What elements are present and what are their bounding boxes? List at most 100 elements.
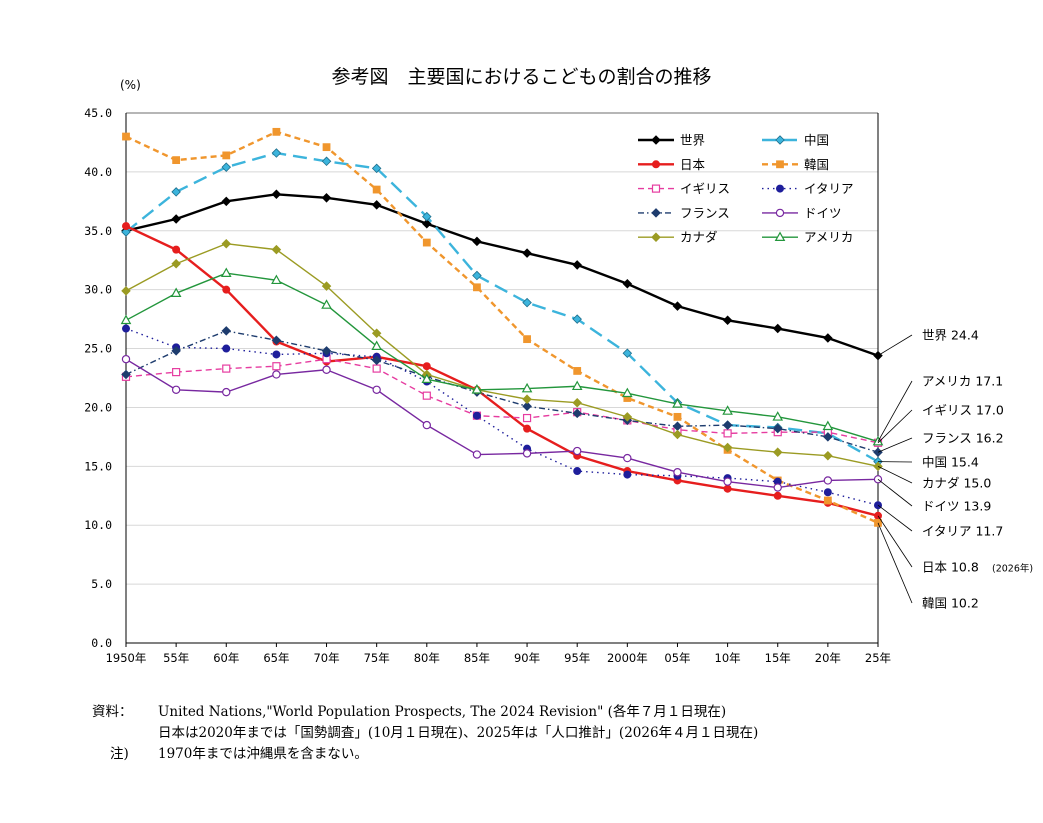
x-tick-label: 80年 xyxy=(414,651,440,665)
data-point xyxy=(422,218,432,229)
y-tick-label: 30.0 xyxy=(84,283,112,297)
end-label: イタリア 11.7 xyxy=(877,504,1003,539)
legend-item: イタリア xyxy=(762,181,854,196)
data-point xyxy=(521,382,533,393)
data-point xyxy=(171,346,181,356)
end-label-text: ドイツ 13.9 xyxy=(922,499,991,514)
data-point xyxy=(772,447,783,457)
data-point xyxy=(673,468,682,477)
data-point xyxy=(773,491,782,500)
data-point xyxy=(722,315,733,326)
data-point xyxy=(422,420,431,430)
data-point xyxy=(773,483,782,492)
x-tick-label: 15年 xyxy=(765,651,791,665)
data-point xyxy=(321,281,332,291)
legend-marker xyxy=(774,231,786,241)
x-tick-label: 1950年 xyxy=(106,651,147,665)
data-point xyxy=(121,354,131,364)
data-point xyxy=(472,270,482,281)
data-point xyxy=(121,369,131,380)
data-point xyxy=(723,484,732,493)
legend-marker xyxy=(651,184,661,193)
legend-marker xyxy=(776,184,785,193)
data-point xyxy=(723,477,732,486)
data-point xyxy=(473,283,481,292)
data-point xyxy=(221,326,232,336)
legend-item: アメリカ xyxy=(762,230,853,245)
data-point xyxy=(873,461,883,472)
data-point xyxy=(722,420,733,430)
legend-label: 韓国 xyxy=(804,157,829,172)
series-line xyxy=(125,130,879,524)
data-point xyxy=(573,367,582,375)
series-line xyxy=(125,151,879,463)
data-point xyxy=(422,362,431,371)
data-point xyxy=(722,405,733,415)
data-point xyxy=(823,450,833,461)
legend-marker xyxy=(775,208,785,218)
end-label: イギリス 17.0 xyxy=(877,403,1004,444)
data-point xyxy=(120,314,132,325)
end-labels: 世界 24.4 アメリカ 17.1 イギリス 17.0 フランス 16.2 中国 15.… xyxy=(877,328,1033,611)
series-アメリカ xyxy=(120,267,884,446)
data-point xyxy=(371,163,382,174)
x-tick-label: 90年 xyxy=(514,651,540,665)
x-tick-label: 2000年 xyxy=(607,651,648,665)
y-tick-label: 0.0 xyxy=(91,636,112,650)
data-point xyxy=(573,446,582,456)
legend-item: フランス xyxy=(638,205,730,220)
leader-line xyxy=(877,437,913,453)
legend-item: 韓国 xyxy=(762,157,829,172)
data-point xyxy=(322,143,331,152)
series-フランス xyxy=(121,326,883,457)
x-tick-label: 05年 xyxy=(664,651,690,665)
data-point xyxy=(522,297,532,308)
y-tick-label: 10.0 xyxy=(84,518,112,532)
data-point xyxy=(723,429,732,438)
data-point xyxy=(672,398,683,408)
data-point xyxy=(171,214,181,224)
data-point xyxy=(221,196,232,207)
x-tick-label: 70年 xyxy=(313,651,339,665)
data-point xyxy=(823,333,833,343)
data-point xyxy=(272,362,281,371)
end-label-text: 世界 24.4 xyxy=(922,328,979,343)
series-line xyxy=(125,272,879,443)
data-point xyxy=(421,373,433,383)
y-tick-label: 15.0 xyxy=(84,459,112,473)
leader-line xyxy=(877,465,913,484)
y-tick-label: 35.0 xyxy=(84,224,112,238)
data-point xyxy=(772,411,784,421)
end-label: 中国 15.4 xyxy=(877,455,979,470)
legend-label: 日本 xyxy=(680,157,706,172)
data-point xyxy=(221,162,232,172)
data-point xyxy=(172,368,181,377)
end-label-suffix: (2026年) xyxy=(992,563,1033,575)
data-point xyxy=(772,323,783,334)
end-label: アメリカ 17.1 xyxy=(877,374,1003,442)
x-tick-label: 25年 xyxy=(865,651,891,665)
legend-label: 世界 xyxy=(680,133,706,148)
x-tick-label: 75年 xyxy=(364,651,390,665)
data-point xyxy=(523,335,531,344)
data-point xyxy=(471,384,483,394)
data-point xyxy=(571,380,583,391)
source-label: 資料： xyxy=(92,704,133,720)
data-point xyxy=(321,156,332,167)
data-point xyxy=(272,127,281,136)
note-label: 注) xyxy=(110,746,129,762)
data-point xyxy=(271,189,282,200)
data-point xyxy=(823,476,833,485)
data-point xyxy=(172,156,181,165)
end-label: カナダ 15.0 xyxy=(877,465,991,491)
series-世界 xyxy=(121,189,883,361)
end-label-text: イギリス 17.0 xyxy=(922,403,1004,418)
line-chart: 0.0 5.0 10.0 15.0 20.0 25.0 30.0 35.0 40.0 45.0 1… xyxy=(84,106,1033,665)
end-label-text: イタリア 11.7 xyxy=(922,524,1003,539)
end-label: 韓国 10.2 xyxy=(877,522,979,611)
data-point xyxy=(121,227,131,237)
legend-label: アメリカ xyxy=(804,230,853,245)
grid-lines xyxy=(126,112,878,585)
end-label: フランス 16.2 xyxy=(877,431,1004,453)
